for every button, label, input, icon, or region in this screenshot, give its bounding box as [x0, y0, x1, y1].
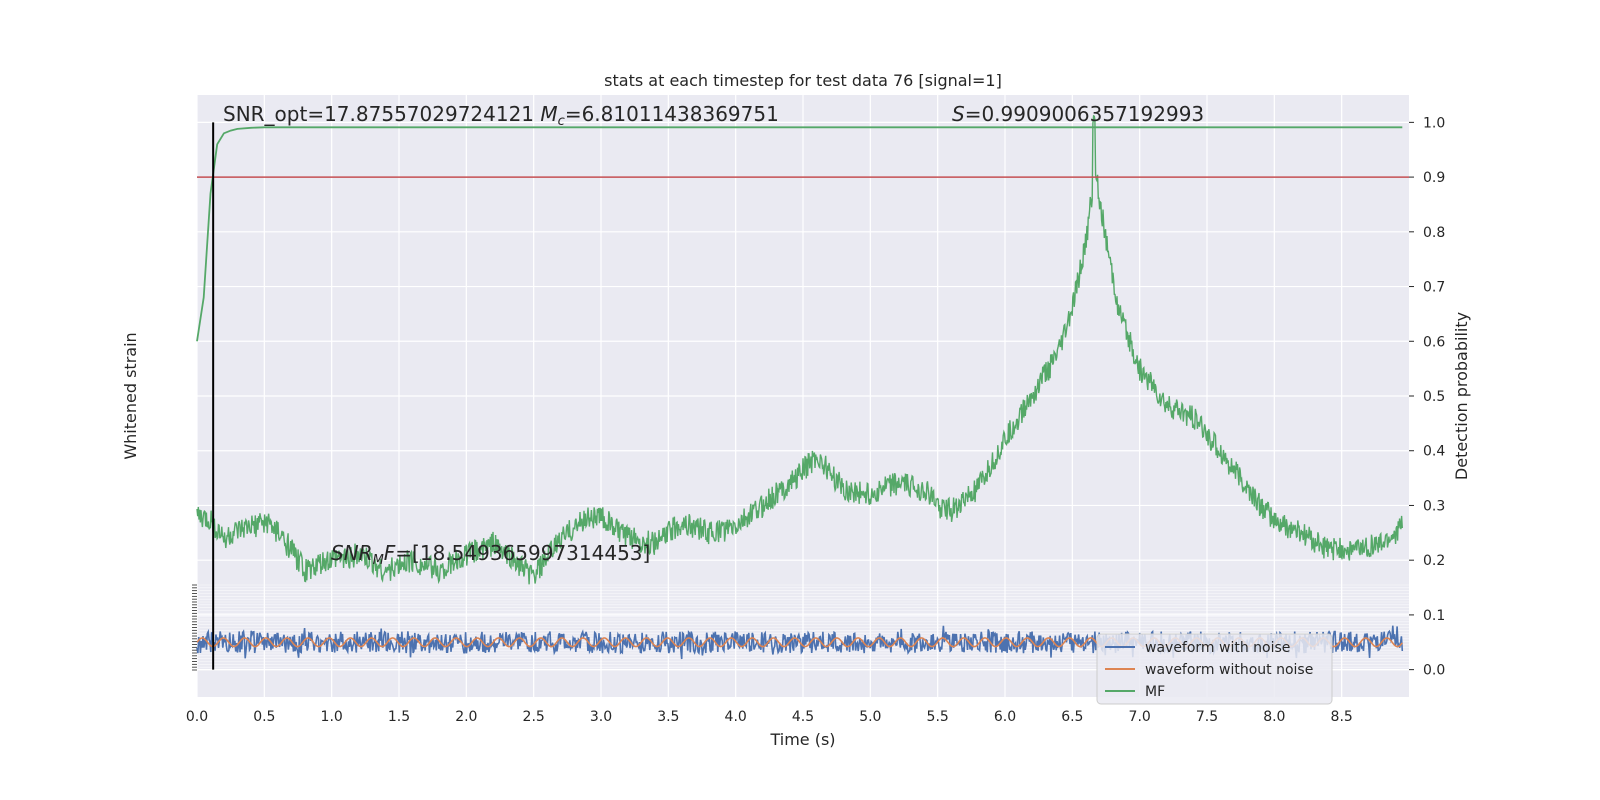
snr-mf-annotation: SNRMF=[18.549365997314453]: [331, 541, 650, 568]
x-tick-label: 4.0: [725, 709, 747, 725]
x-tick-label: 0.5: [253, 709, 275, 725]
right-tick-label: 0.8: [1423, 225, 1445, 241]
x-tick-label: 7.0: [1129, 709, 1151, 725]
left-axis-label: Whitened strain: [121, 332, 140, 459]
right-axis-ticks: 0.0 0.1 0.2 0.3 0.4 0.5 0.6 0.7 0.8 0.9 1.0: [1409, 115, 1445, 679]
mf-line: [196, 114, 1403, 585]
mf-series: [196, 114, 1403, 585]
left-strain-ticks: [192, 584, 197, 671]
right-tick-label: 0.1: [1423, 608, 1445, 624]
strain-axis-grid: [197, 584, 1409, 671]
x-tick-label: 0.0: [186, 709, 208, 725]
right-tick-label: 0.4: [1423, 444, 1445, 460]
x-tick-label: 8.5: [1331, 709, 1353, 725]
x-axis-ticks: 0.0 0.5 1.0 1.5 2.0 2.5 3.0 3.5 4.0 4.5 5.0 5.5 6.0 6…: [186, 709, 1353, 725]
legend-box: [1096, 633, 1333, 705]
right-tick-label: 0.0: [1423, 663, 1445, 679]
right-tick-label: 0.6: [1423, 334, 1445, 350]
x-tick-label: 5.0: [859, 709, 881, 725]
chart-title: stats at each timestep for test data 76 …: [604, 71, 1002, 90]
legend-label-mf: MF: [1145, 684, 1165, 700]
detection-probability-line: [196, 126, 1403, 342]
x-tick-label: 6.0: [994, 709, 1016, 725]
x-tick-label: 5.5: [927, 709, 949, 725]
x-tick-label: 2.5: [523, 709, 545, 725]
right-tick-label: 1.0: [1423, 115, 1445, 131]
x-tick-label: 6.5: [1061, 709, 1083, 725]
snr-opt-annotation: SNR_opt=17.87557029724121 Mc=6.810114383…: [223, 102, 779, 129]
legend-label-clean: waveform without noise: [1145, 662, 1313, 678]
right-axis-label: Detection probability: [1452, 312, 1471, 480]
right-tick-label: 0.5: [1423, 389, 1445, 405]
x-tick-label: 4.5: [792, 709, 814, 725]
legend: waveform with noise waveform without noi…: [1096, 633, 1333, 705]
x-axis-label: Time (s): [769, 730, 835, 749]
legend-label-noise: waveform with noise: [1145, 640, 1290, 656]
x-tick-label: 7.5: [1196, 709, 1218, 725]
right-tick-label: 0.9: [1423, 170, 1445, 186]
x-tick-label: 8.0: [1263, 709, 1285, 725]
x-tick-label: 3.5: [657, 709, 679, 725]
detection-probability-series: [196, 126, 1403, 342]
right-tick-label: 0.3: [1423, 498, 1445, 514]
x-tick-label: 1.5: [388, 709, 410, 725]
x-tick-label: 2.0: [455, 709, 477, 725]
s-annotation: S=0.9909006357192993: [952, 102, 1204, 126]
x-tick-label: 1.0: [321, 709, 343, 725]
right-tick-label: 0.2: [1423, 553, 1445, 569]
x-tick-label: 3.0: [590, 709, 612, 725]
right-tick-label: 0.7: [1423, 280, 1445, 296]
